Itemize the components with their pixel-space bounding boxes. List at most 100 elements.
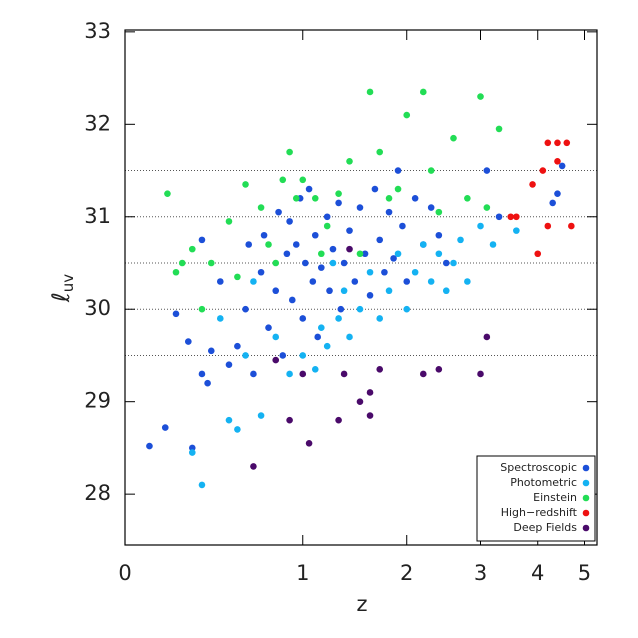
point: [311, 194, 319, 202]
point: [366, 88, 374, 96]
point: [245, 241, 253, 248]
point: [477, 93, 484, 100]
legend-label: Deep Fields: [513, 521, 577, 534]
point: [318, 264, 325, 271]
point: [288, 296, 296, 304]
legend-marker: [582, 479, 590, 487]
point: [302, 259, 309, 267]
point: [411, 194, 419, 202]
point: [376, 236, 384, 244]
point: [188, 245, 196, 253]
point: [198, 481, 206, 489]
legend-label: Einstein: [533, 491, 577, 504]
point: [272, 333, 280, 341]
point: [250, 463, 257, 470]
point: [305, 439, 313, 447]
point: [326, 287, 333, 295]
point: [361, 250, 369, 258]
point: [311, 366, 319, 373]
point: [442, 287, 450, 295]
point: [483, 333, 491, 341]
point: [216, 278, 224, 285]
point: [272, 259, 280, 267]
point: [435, 208, 443, 216]
point: [329, 245, 337, 253]
point: [356, 305, 364, 313]
point: [279, 176, 287, 184]
point: [292, 194, 300, 202]
point: [435, 366, 443, 373]
point: [314, 333, 321, 341]
point: [207, 347, 215, 355]
point: [265, 324, 272, 332]
point: [286, 218, 293, 225]
x-axis-label: z: [356, 592, 367, 616]
point: [204, 379, 211, 387]
point: [351, 278, 359, 285]
x-tick-label: 2: [400, 561, 413, 585]
point: [483, 167, 491, 174]
y-tick-label: 28: [84, 481, 111, 505]
point: [450, 259, 457, 267]
point: [419, 370, 427, 378]
point: [272, 287, 280, 295]
point: [292, 241, 300, 248]
point: [563, 139, 571, 147]
legend-marker: [582, 509, 590, 517]
point: [318, 250, 325, 258]
point: [495, 125, 503, 133]
point: [544, 222, 552, 230]
point: [394, 250, 402, 258]
x-tick-label: 3: [474, 561, 487, 585]
x-tick-label: 4: [531, 561, 544, 585]
point: [335, 416, 342, 424]
point: [403, 111, 411, 119]
point: [275, 208, 282, 216]
point: [381, 268, 388, 276]
point: [250, 278, 257, 285]
point: [457, 236, 464, 244]
point: [207, 259, 215, 267]
point: [356, 250, 364, 258]
legend-label: High−redshift: [501, 506, 578, 519]
legend-label: Spectroscopic: [500, 461, 577, 474]
point: [250, 370, 257, 378]
point: [337, 305, 345, 313]
point: [242, 352, 249, 359]
point: [272, 356, 280, 364]
point: [257, 412, 265, 419]
point: [419, 241, 427, 248]
point: [323, 213, 331, 221]
point: [529, 181, 536, 188]
point: [188, 449, 196, 456]
point: [185, 338, 192, 345]
legend-box: [476, 455, 596, 542]
point: [483, 204, 491, 211]
point: [299, 176, 307, 184]
point: [371, 185, 379, 193]
y-label-subscript: uv: [59, 274, 77, 293]
point: [419, 88, 427, 96]
point: [544, 139, 552, 147]
point: [366, 389, 374, 396]
point: [335, 199, 342, 207]
point: [435, 231, 443, 239]
point: [477, 370, 484, 378]
point: [198, 305, 206, 313]
point: [340, 370, 348, 378]
point: [513, 213, 520, 221]
point: [329, 259, 337, 267]
point: [356, 398, 364, 405]
point: [513, 227, 520, 234]
point: [427, 278, 435, 285]
point: [390, 255, 397, 262]
point: [554, 157, 561, 165]
point: [242, 181, 249, 188]
y-tick-label: 32: [84, 111, 111, 135]
point: [394, 185, 402, 193]
point: [146, 442, 153, 450]
point: [172, 310, 180, 318]
point: [225, 218, 233, 225]
point: [477, 222, 484, 230]
